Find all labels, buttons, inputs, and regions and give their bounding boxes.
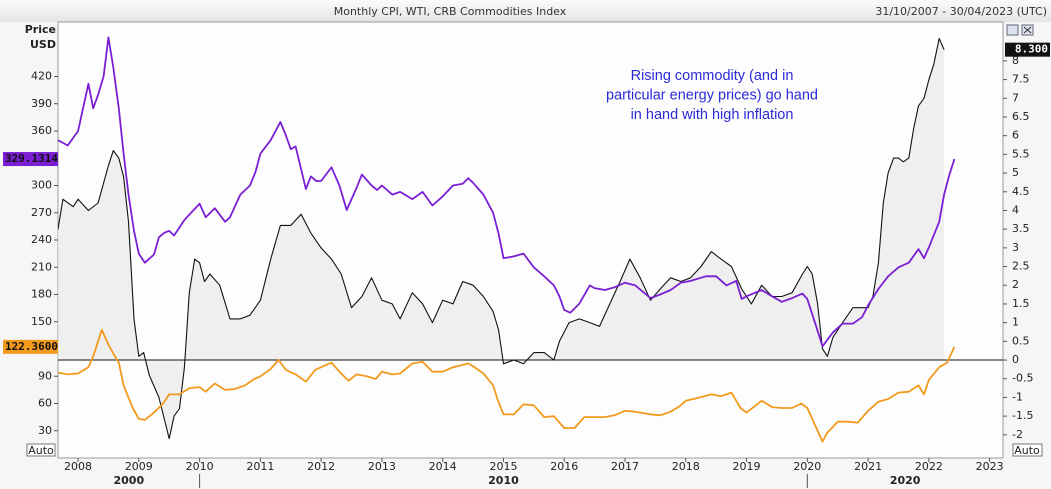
x-tick-label: 2021 [854,460,882,473]
y2-tick-label: 2 [1012,278,1019,291]
x-tick-label: 2022 [915,460,943,473]
auto-label: Auto [28,444,54,457]
y-axis-title: Price [25,23,56,36]
x-tick-label: 2019 [733,460,761,473]
y2-tick-label: 1 [1012,316,1019,329]
y2-tick-label: 3 [1012,241,1019,254]
decade-label: 2010 [488,474,519,487]
auto-button[interactable] [26,443,56,457]
y-tick-label: 240 [31,233,52,246]
restore-button[interactable] [1006,24,1019,36]
plot [58,36,1003,443]
y-tick-label: 420 [31,70,52,83]
y2-tick-label: 6.5 [1012,110,1030,123]
x-tick-label: 2013 [368,460,396,473]
y-tick-label: 270 [31,206,52,219]
auto-label: Auto [1014,444,1040,457]
y2-tick-label: 8 [1012,54,1019,67]
scale-mode-left[interactable]: Auto [26,443,56,457]
plot-area [57,21,1004,459]
y2-tick-label: 5.5 [1012,147,1030,160]
decade-label: 2020 [890,474,921,487]
y2-tick-label: -0.5 [1012,372,1033,385]
y2-tick-label: 2.5 [1012,260,1030,273]
x-tick-label: 2008 [64,460,92,473]
x-tick-label: 2023 [976,460,1004,473]
price-tag-label: 329.1314 [5,152,58,165]
y2-tick-label: 5 [1012,166,1019,179]
close-icon [1023,26,1032,34]
y-tick-label: 210 [31,260,52,273]
x-tick-label: 2011 [246,460,274,473]
y2-tick-label: 4 [1012,203,1019,216]
y2-tick-label: 4.5 [1012,185,1030,198]
x-tick-label: 2015 [489,460,517,473]
annotation: in hand with high inflation [631,107,794,123]
x-tick-label: 2018 [672,460,700,473]
title-bar [0,0,1051,22]
series-line [58,329,956,443]
y2-tick-label: 7 [1012,91,1019,104]
price-tag-label: 122.3600 [5,340,58,353]
x-tick-label: 2010 [186,460,214,473]
y-tick-label: 300 [31,179,52,192]
y2-tick-label: -1.5 [1012,409,1033,422]
annotation: particular energy prices) go hand [606,87,818,103]
y-tick-label: 60 [38,397,52,410]
y-tick-label: 390 [31,97,52,110]
price-tag [3,339,58,354]
y-tick-label: 30 [38,424,52,437]
series-line [58,36,956,348]
scale-mode-right[interactable]: Auto [1012,443,1043,457]
x-tick-label: 2009 [125,460,153,473]
y2-tick-label: -1 [1012,390,1023,403]
y2-tick-label: 0 [1012,353,1019,366]
y-axis-title: USD [30,38,56,51]
y2-tick-label: 3.5 [1012,222,1030,235]
window-buttons[interactable] [1006,24,1034,36]
y2-tick-label: 7.5 [1012,73,1030,86]
chart-title: Monthly CPI, WTI, CRB Commodities Index [334,5,567,18]
x-tick-label: 2020 [793,460,821,473]
date-range: 31/10/2007 - 30/04/2023 (UTC) [875,5,1047,18]
x-tick-label: 2012 [307,460,335,473]
y2-tick-label: -2 [1012,428,1023,441]
axes: 306090120150180210240270300330360390420-… [3,42,1050,488]
price-tag [3,152,58,167]
y-tick-label: 150 [31,315,52,328]
x-tick-label: 2016 [550,460,578,473]
price-tag [1005,42,1050,57]
x-tick-label: 2017 [611,460,639,473]
auto-button[interactable] [1012,443,1043,457]
y2-tick-label: 6 [1012,129,1019,142]
y-tick-label: 360 [31,124,52,137]
annotation: Rising commodity (and in [631,68,794,84]
price-tag-label: 8.300 [1015,43,1048,56]
y-tick-label: 180 [31,288,52,301]
y2-tick-label: 0.5 [1012,334,1030,347]
y-tick-label: 90 [38,369,52,382]
y2-tick-label: 1.5 [1012,297,1030,310]
decade-label: 2000 [113,474,144,487]
series-area [58,38,945,439]
x-tick-label: 2014 [429,460,457,473]
